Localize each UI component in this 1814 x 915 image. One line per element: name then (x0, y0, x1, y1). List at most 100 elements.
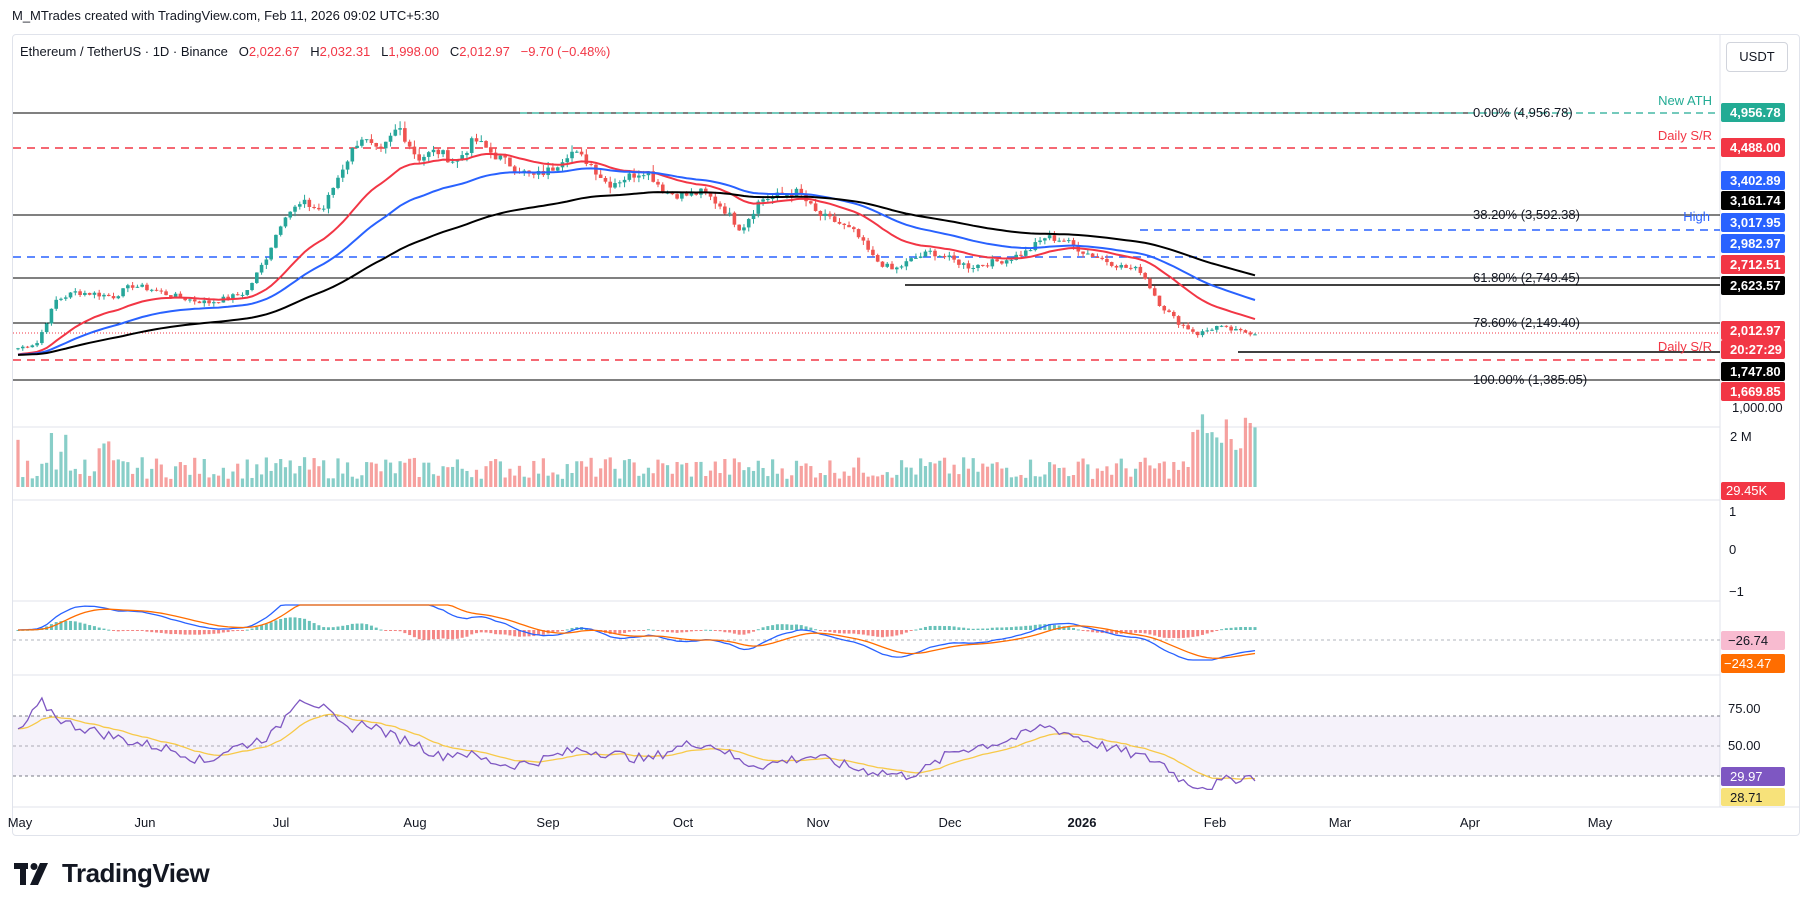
volume-bar (1143, 457, 1147, 487)
volume-bar (283, 467, 288, 487)
time-axis-label: Sep (536, 815, 559, 830)
price-tag-label: 1,747.80 (1730, 364, 1781, 379)
volume-bar (699, 461, 703, 487)
signal-tag (1721, 654, 1785, 673)
volume-bar (656, 459, 660, 487)
macd-histogram-bar (97, 627, 101, 630)
macd-histogram-bar (470, 630, 474, 635)
macd-histogram-bar (131, 630, 135, 631)
volume-bar (360, 475, 364, 487)
volume-bar (259, 474, 264, 487)
candle-body (598, 174, 603, 178)
candle-body (364, 139, 369, 141)
macd-histogram-bar (785, 624, 789, 630)
candle-body (403, 128, 407, 142)
volume-bar (45, 462, 49, 487)
candle-body (837, 221, 842, 224)
macd-histogram-bar (1243, 626, 1247, 630)
candle-body (383, 141, 388, 149)
volume-bar (384, 459, 388, 487)
macd-histogram-bar (623, 630, 627, 634)
volume-bar (742, 470, 746, 487)
volume-bar (809, 466, 813, 487)
time-axis[interactable]: May Jun Jul Aug Sep Oct Nov Dec 2026 Feb Mar Apr May (8, 815, 1613, 830)
macd-histogram-bar (336, 626, 340, 630)
volume-bar (178, 462, 182, 487)
macd-histogram-bar (288, 617, 292, 630)
macd-histogram-bar (1167, 630, 1171, 638)
candle-body (465, 152, 469, 156)
volume-bar (255, 464, 259, 487)
macd-histogram-bar (1033, 624, 1037, 630)
volume-bar (723, 459, 727, 487)
candle-body (1129, 267, 1133, 269)
daily-sr-upper-annotation: Daily S/R (1658, 128, 1712, 143)
macd-histogram-bar (613, 630, 617, 635)
macd-histogram-bar (1110, 630, 1114, 634)
volume-bar (226, 478, 230, 487)
candle-body (689, 192, 694, 196)
candle-body (1167, 310, 1171, 312)
volume-bar (250, 477, 254, 487)
volume-bar (899, 460, 904, 487)
candle-body (422, 156, 426, 161)
volume-bar (909, 467, 913, 487)
volume-bar (694, 461, 698, 487)
symbol-name[interactable]: Ethereum / TetherUS · 1D · Binance (20, 44, 228, 59)
brand-name: TradingView (62, 858, 210, 888)
moving-averages (17, 152, 1256, 356)
currency-button[interactable]: USDT (1726, 42, 1788, 72)
volume-bar (919, 458, 923, 487)
volume-bar (775, 473, 779, 487)
candle-body (809, 201, 813, 204)
volume-bar (952, 464, 956, 487)
volume-bar (140, 457, 144, 487)
tradingview-logo[interactable]: TradingView (14, 858, 210, 889)
candle-body (923, 251, 928, 257)
macd-histogram-bar (1091, 630, 1095, 633)
volume-bar (131, 473, 135, 487)
volume-bar (1019, 474, 1023, 487)
candle-body (116, 296, 121, 299)
macd-histogram-bar (479, 630, 483, 633)
volume-bar (527, 477, 531, 487)
candle-body (1000, 261, 1004, 264)
volume-bar (866, 476, 870, 487)
macd-histogram-bar (279, 619, 283, 630)
macd-histogram-bar (116, 630, 120, 632)
macd-histogram-bar (217, 630, 221, 634)
symbol-bar[interactable]: Ethereum / TetherUS · 1D · Binance O2,02… (20, 44, 610, 59)
macd-histogram-bar (326, 627, 330, 630)
price-tag (1721, 213, 1785, 232)
macd-histogram-bar (312, 623, 316, 630)
volume-bar (474, 469, 479, 487)
candle-body (823, 213, 827, 216)
candle-body (240, 294, 245, 296)
rsi-series (17, 696, 1256, 791)
candle-body (326, 194, 331, 209)
volume-bar (804, 463, 808, 487)
candle-body (40, 332, 44, 344)
candle-body (966, 263, 971, 269)
volume-bar (422, 462, 426, 487)
macd-histogram-bar (475, 630, 479, 634)
macd-histogram-bar (876, 630, 880, 637)
volume-bar (880, 474, 885, 487)
candle-body (44, 323, 49, 333)
candle-body (751, 213, 756, 220)
macd-histogram-bar (565, 629, 569, 631)
volume-bar (1162, 461, 1166, 487)
candle-body (632, 173, 636, 178)
macd-histogram-bar (183, 630, 187, 635)
macd-histogram-bar (188, 630, 192, 635)
ema100-line (17, 167, 1256, 356)
candle-body (1033, 242, 1038, 251)
rsi-tick: 75.00 (1728, 701, 1761, 716)
volume-bar (556, 474, 560, 487)
candlestick-series[interactable] (16, 121, 1257, 351)
volume-bar (498, 461, 502, 487)
osc-tick: 1 (1729, 504, 1736, 519)
macd-histogram-bar (54, 622, 58, 630)
candle-body (278, 226, 283, 235)
